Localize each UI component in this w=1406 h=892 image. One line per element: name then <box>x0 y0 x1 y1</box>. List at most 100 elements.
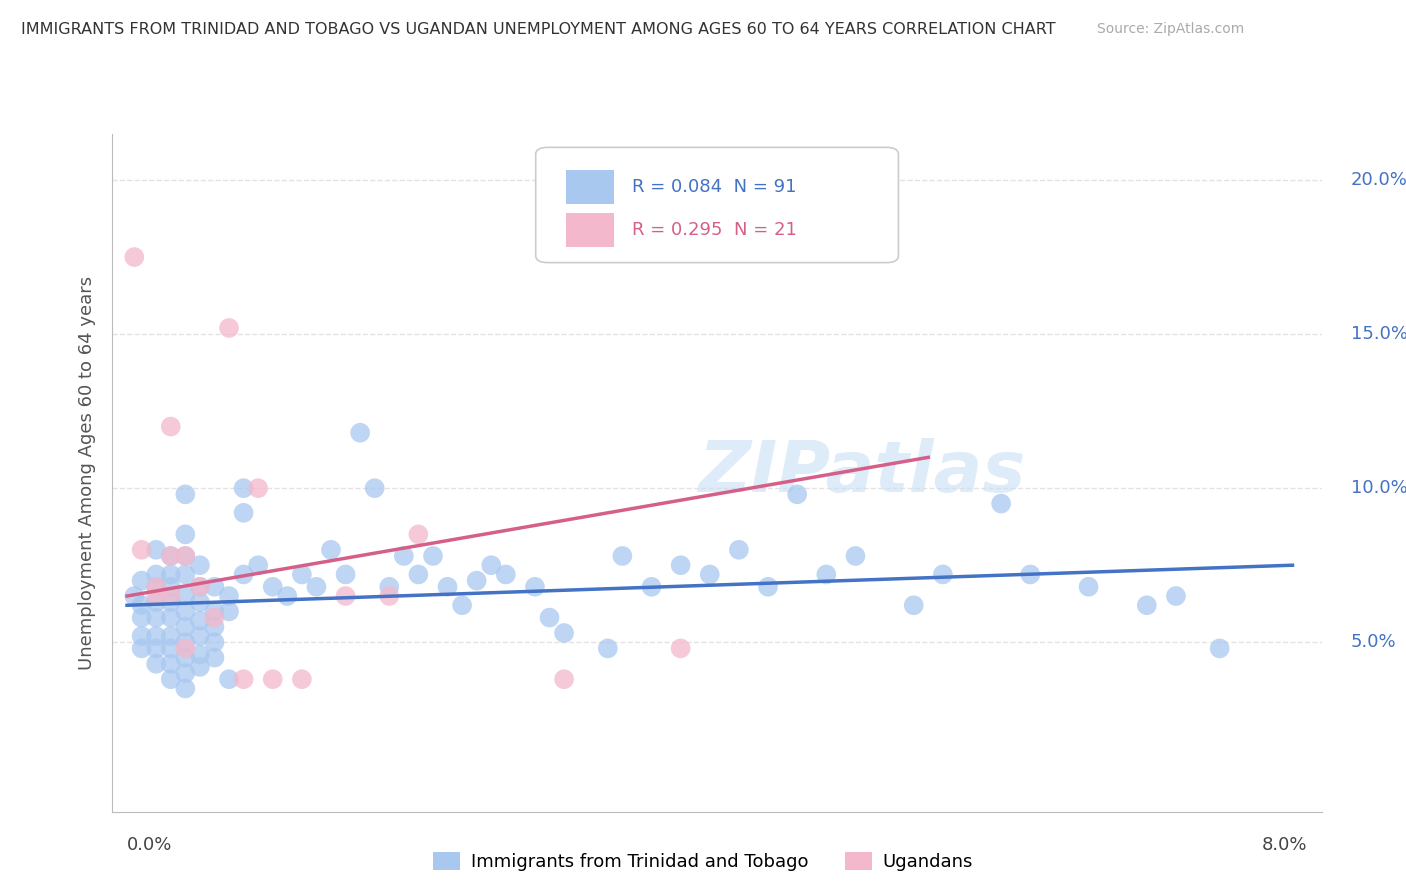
Point <box>159 549 181 563</box>
Text: R = 0.084  N = 91: R = 0.084 N = 91 <box>633 178 797 195</box>
Text: 0.0%: 0.0% <box>127 837 173 855</box>
Point <box>232 481 254 495</box>
Point <box>932 567 955 582</box>
Point <box>1077 580 1099 594</box>
Point <box>174 604 197 618</box>
Point <box>218 604 240 618</box>
Point <box>903 599 925 613</box>
Point <box>232 506 254 520</box>
Point <box>159 595 181 609</box>
Point <box>728 542 751 557</box>
Point <box>174 635 197 649</box>
Point <box>596 641 619 656</box>
Point <box>188 580 211 594</box>
Point <box>124 250 146 264</box>
Point <box>218 589 240 603</box>
Point <box>479 558 502 573</box>
Point <box>145 629 167 643</box>
Point <box>408 527 430 541</box>
Point <box>218 672 240 686</box>
Point <box>335 589 357 603</box>
Point <box>262 672 284 686</box>
Point <box>188 580 211 594</box>
Point <box>247 558 270 573</box>
Point <box>612 549 634 563</box>
Point <box>159 419 181 434</box>
Point <box>174 641 197 656</box>
Point <box>131 599 153 613</box>
Point <box>159 589 181 603</box>
Point <box>188 595 211 609</box>
Point <box>436 580 458 594</box>
Point <box>131 542 153 557</box>
Point <box>1208 641 1230 656</box>
Point <box>145 589 167 603</box>
Point <box>349 425 371 440</box>
Point <box>291 672 314 686</box>
Point <box>159 629 181 643</box>
Point <box>188 648 211 662</box>
Point <box>262 580 284 594</box>
Text: 15.0%: 15.0% <box>1351 325 1406 343</box>
Point <box>174 549 197 563</box>
Point <box>1136 599 1159 613</box>
FancyBboxPatch shape <box>565 169 614 203</box>
Point <box>159 610 181 624</box>
Point <box>174 487 197 501</box>
Point <box>204 650 226 665</box>
Point <box>159 580 181 594</box>
Point <box>174 666 197 681</box>
Point <box>188 614 211 628</box>
Point <box>204 620 226 634</box>
Point <box>378 580 401 594</box>
Point <box>145 580 167 594</box>
Point <box>204 604 226 618</box>
Point <box>124 589 146 603</box>
Point <box>174 589 197 603</box>
Point <box>204 635 226 649</box>
Point <box>640 580 662 594</box>
Text: Source: ZipAtlas.com: Source: ZipAtlas.com <box>1097 22 1244 37</box>
Point <box>1164 589 1187 603</box>
Point <box>159 549 181 563</box>
Point <box>204 610 226 624</box>
Point <box>174 567 197 582</box>
Point <box>422 549 444 563</box>
Point <box>159 567 181 582</box>
Point <box>188 558 211 573</box>
Point <box>990 497 1012 511</box>
Point <box>669 641 692 656</box>
Point <box>188 660 211 674</box>
Point <box>319 542 342 557</box>
Point <box>451 599 474 613</box>
Point <box>174 527 197 541</box>
Point <box>291 567 314 582</box>
FancyBboxPatch shape <box>536 147 898 262</box>
Point <box>174 620 197 634</box>
Point <box>174 549 197 563</box>
Point <box>159 641 181 656</box>
Point <box>523 580 546 594</box>
Point <box>145 641 167 656</box>
FancyBboxPatch shape <box>565 213 614 247</box>
Point <box>131 574 153 588</box>
Point <box>174 681 197 696</box>
Point <box>844 549 866 563</box>
Point <box>553 672 575 686</box>
Text: 5.0%: 5.0% <box>1351 633 1396 651</box>
Point <box>218 321 240 335</box>
Point <box>786 487 808 501</box>
Point <box>364 481 387 495</box>
Point <box>204 580 226 594</box>
Point <box>131 641 153 656</box>
Point <box>669 558 692 573</box>
Point <box>131 629 153 643</box>
Text: 10.0%: 10.0% <box>1351 479 1406 497</box>
Point <box>145 567 167 582</box>
Point <box>131 610 153 624</box>
Point <box>145 610 167 624</box>
Text: ZIPatlas: ZIPatlas <box>699 438 1026 508</box>
Text: IMMIGRANTS FROM TRINIDAD AND TOBAGO VS UGANDAN UNEMPLOYMENT AMONG AGES 60 TO 64 : IMMIGRANTS FROM TRINIDAD AND TOBAGO VS U… <box>21 22 1056 37</box>
Point <box>815 567 838 582</box>
Y-axis label: Unemployment Among Ages 60 to 64 years: Unemployment Among Ages 60 to 64 years <box>77 276 96 670</box>
